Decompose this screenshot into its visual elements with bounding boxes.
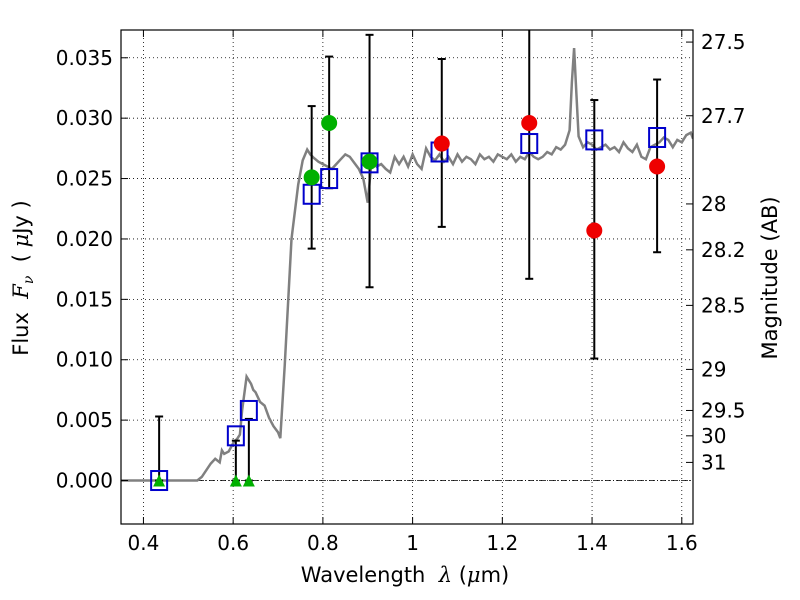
detection-point (433, 135, 450, 152)
x-tick-label: 1.4 (576, 531, 608, 555)
x-tick-label: 1 (406, 531, 419, 555)
x-axis-label: Wavelength λ (μm) (301, 563, 509, 587)
y-tick-label: 0.025 (56, 167, 113, 191)
y-tick-label: 0.030 (56, 106, 113, 130)
y-tick-label: 0.010 (56, 348, 113, 372)
y2-tick-label: 28 (701, 192, 726, 216)
non-detection-triangle (242, 474, 255, 487)
x-axis-ticks: 0.4 0.6 0.8 1 1.2 1.4 1.6 (128, 30, 698, 555)
model-photometry-square (520, 133, 539, 155)
model-photometry-square (226, 425, 245, 447)
y2-tick-label: 27.7 (701, 104, 746, 128)
x-tick-label: 0.8 (307, 531, 339, 555)
y2-tick-label: 30 (701, 424, 726, 448)
model-photometry-square (648, 126, 667, 148)
y-tick-label: 0.020 (56, 227, 113, 251)
x-tick-label: 0.6 (217, 531, 249, 555)
model-photometry-square (320, 168, 339, 190)
y2-axis-label: Magnitude (AB) (758, 196, 782, 359)
y2-tick-label: 31 (701, 450, 726, 474)
model-photometry-square (239, 399, 258, 421)
detection-point (649, 158, 666, 175)
x-tick-label: 0.4 (128, 531, 160, 555)
y2-tick-label: 28.2 (701, 238, 746, 262)
markers (150, 115, 667, 492)
plot-area (121, 30, 693, 524)
detection-point (303, 169, 320, 186)
non-detection-triangle (229, 474, 242, 487)
axes-frame (120, 29, 694, 525)
detection-point (521, 115, 538, 132)
y-tick-label: 0.000 (56, 469, 113, 493)
detection-point (586, 222, 603, 239)
y-tick-label: 0.005 (56, 408, 113, 432)
y-axis-label: Flux Fν ( μJy ) (9, 200, 37, 355)
detection-point (321, 115, 338, 132)
non-detection-triangle (153, 474, 166, 487)
y-tick-label: 0.015 (56, 287, 113, 311)
detection-point (361, 153, 378, 170)
y2-tick-label: 29 (701, 357, 726, 381)
y-tick-label: 0.035 (56, 46, 113, 70)
x-tick-label: 1.6 (666, 531, 698, 555)
plot-content (121, 30, 693, 492)
y2-tick-label: 29.5 (701, 398, 746, 422)
y2-tick-label: 27.5 (701, 30, 746, 54)
y-axis-ticks: 0.000 0.005 0.010 0.015 0.020 0.025 0.030 0.035 (56, 46, 128, 493)
model-photometry-square (150, 470, 169, 492)
y2-tick-label: 28.5 (701, 293, 746, 317)
model-photometry-square (360, 152, 379, 174)
model-photometry-square (585, 129, 604, 151)
x-tick-label: 1.2 (486, 531, 518, 555)
